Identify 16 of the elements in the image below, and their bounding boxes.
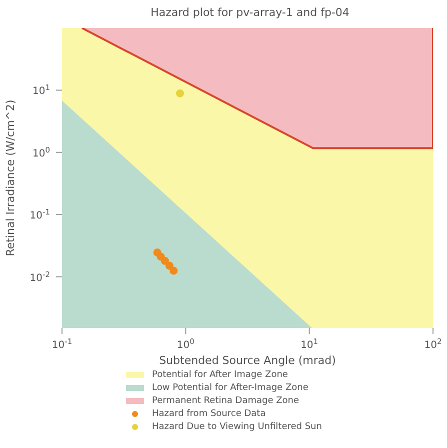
y-axis-title: Retinal Irradiance (W/cm^2) — [4, 100, 17, 256]
legend-label: Hazard Due to Viewing Unfiltered Sun — [152, 422, 322, 432]
x-axis-title: Subtended Source Angle (mrad) — [159, 354, 336, 367]
y-tick-label: 10$^{0}$ — [32, 144, 50, 160]
y-tick-label: 10$^{-2}$ — [30, 269, 50, 284]
legend-label: Hazard from Source Data — [152, 408, 266, 418]
y-tick-label: 10$^{1}$ — [32, 82, 50, 98]
legend-label: Low Potential for After-Image Zone — [152, 382, 308, 392]
legend-label: Potential for After Image Zone — [152, 370, 288, 380]
legend-label: Permanent Retina Damage Zone — [152, 396, 300, 406]
y-tick-label: 10$^{-1}$ — [30, 207, 50, 222]
x-tick-label: 10$^{0}$ — [176, 336, 195, 351]
chart-title: Hazard plot for pv-array-1 and fp-04 — [150, 6, 350, 19]
x-tick-label: 10$^{1}$ — [300, 336, 318, 351]
x-tick-label: 10$^{-1}$ — [52, 336, 72, 351]
x-tick-label: 10$^{2}$ — [424, 336, 442, 351]
